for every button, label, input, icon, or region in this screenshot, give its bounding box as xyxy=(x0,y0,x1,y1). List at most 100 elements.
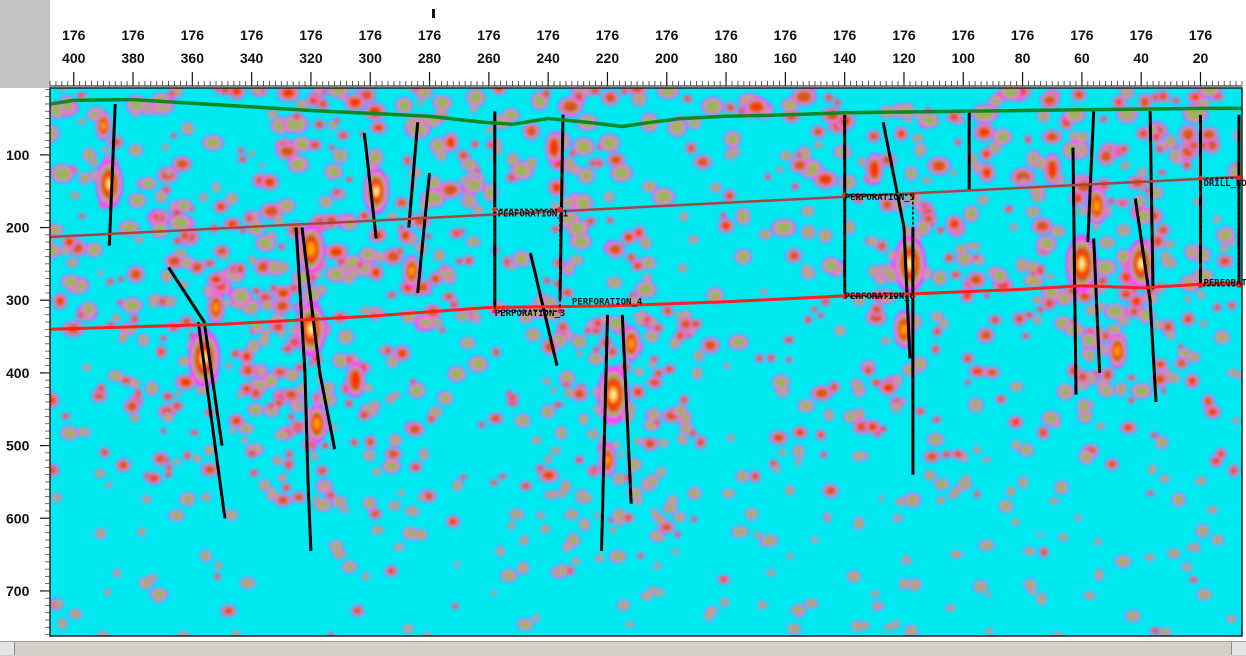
intensity-blob xyxy=(451,603,459,610)
intensity-blob xyxy=(443,275,451,283)
x-axis-band xyxy=(50,0,1246,88)
intensity-blob xyxy=(1053,632,1063,639)
intensity-blob xyxy=(284,369,299,381)
intensity-blob xyxy=(368,264,383,280)
intensity-blob xyxy=(408,383,425,398)
intensity-blob xyxy=(229,428,236,434)
intensity-blob xyxy=(239,423,254,434)
intensity-blob xyxy=(587,429,598,439)
intensity-blob xyxy=(1105,458,1119,470)
intensity-blob xyxy=(804,315,813,324)
intensity-blob xyxy=(162,391,173,401)
intensity-blob xyxy=(735,249,752,264)
intensity-blob xyxy=(293,426,303,434)
intensity-blob xyxy=(578,168,594,184)
intensity-blob xyxy=(284,458,294,471)
intensity-blob xyxy=(759,229,772,239)
intensity-blob xyxy=(149,300,157,308)
intensity-blob xyxy=(927,157,950,175)
intensity-blob xyxy=(566,533,580,546)
intensity-blob xyxy=(606,241,625,258)
intensity-blob xyxy=(667,495,678,505)
intensity-blob xyxy=(448,366,466,382)
intensity-blob xyxy=(1081,332,1098,348)
intensity-blob xyxy=(1119,200,1126,206)
intensity-blob xyxy=(326,267,347,283)
intensity-blob xyxy=(155,597,161,604)
intensity-blob xyxy=(205,445,215,456)
intensity-blob xyxy=(207,273,225,286)
intensity-blob xyxy=(820,451,828,458)
intensity-blob xyxy=(106,277,114,286)
intensity-blob xyxy=(214,200,229,213)
intensity-blob xyxy=(646,474,659,487)
intensity-blob xyxy=(69,609,82,619)
intensity-blob xyxy=(496,546,505,556)
intensity-blob xyxy=(1104,304,1126,320)
intensity-blob xyxy=(473,205,483,215)
intensity-blob xyxy=(325,164,343,179)
intensity-blob xyxy=(455,257,463,265)
intensity-blob xyxy=(1036,306,1045,313)
intensity-blob xyxy=(1215,448,1226,459)
intensity-blob xyxy=(865,420,881,434)
intensity-blob xyxy=(1040,92,1059,108)
intensity-blob xyxy=(687,487,701,500)
intensity-blob xyxy=(672,405,687,417)
intensity-blob xyxy=(160,428,166,434)
intensity-blob xyxy=(463,192,472,202)
scroll-right-button[interactable] xyxy=(1231,642,1246,655)
intensity-blob xyxy=(500,569,517,582)
intensity-blob xyxy=(793,445,805,458)
intensity-blob xyxy=(843,411,859,423)
intensity-blob xyxy=(544,296,557,306)
intensity-blob xyxy=(292,491,306,503)
intensity-blob xyxy=(106,482,113,489)
intensity-blob xyxy=(541,88,550,99)
intensity-blob xyxy=(61,275,80,290)
intensity-blob xyxy=(1016,258,1028,273)
x-tick-label: 20 xyxy=(1193,50,1209,66)
intensity-blob xyxy=(246,449,259,459)
intensity-blob xyxy=(189,260,205,274)
intensity-blob xyxy=(931,344,940,354)
annotation-label: PERFORATION_1 xyxy=(498,210,568,220)
intensity-blob xyxy=(135,236,144,243)
intensity-blob xyxy=(275,430,289,440)
intensity-blob xyxy=(385,394,394,404)
intensity-blob xyxy=(1037,426,1049,440)
intensity-blob xyxy=(974,580,988,593)
intensity-blob xyxy=(1097,147,1115,165)
intensity-blob xyxy=(1136,127,1150,140)
intensity-blob xyxy=(175,249,187,259)
horizontal-scrollbar[interactable] xyxy=(0,641,1246,656)
intensity-blob xyxy=(974,123,995,141)
position-marker xyxy=(432,9,435,18)
intensity-blob xyxy=(662,305,674,317)
annotation-label: PERFORATION_6 xyxy=(845,292,915,302)
intensity-blob xyxy=(973,446,981,454)
intensity-blob xyxy=(155,191,168,203)
intensity-blob xyxy=(66,258,79,267)
intensity-blob xyxy=(90,158,98,167)
plot-background xyxy=(50,88,1242,636)
intensity-blob xyxy=(350,438,359,446)
intensity-blob xyxy=(194,454,202,463)
intensity-blob xyxy=(98,269,103,275)
intensity-blob xyxy=(1228,464,1239,477)
scroll-left-button[interactable] xyxy=(0,642,15,655)
intensity-blob xyxy=(1042,411,1060,425)
intensity-blob xyxy=(130,314,140,324)
intensity-blob xyxy=(823,484,839,498)
intensity-blob xyxy=(77,119,85,125)
intensity-blob xyxy=(676,434,685,441)
intensity-blob xyxy=(1145,553,1155,561)
intensity-blob xyxy=(551,447,561,454)
intensity-blob xyxy=(58,618,68,629)
intensity-blob xyxy=(515,414,530,427)
intensity-blob xyxy=(1166,330,1176,339)
x-tick-label: 120 xyxy=(892,50,916,66)
intensity-blob xyxy=(117,298,123,306)
intensity-blob xyxy=(679,395,688,405)
intensity-blob xyxy=(1035,264,1046,276)
